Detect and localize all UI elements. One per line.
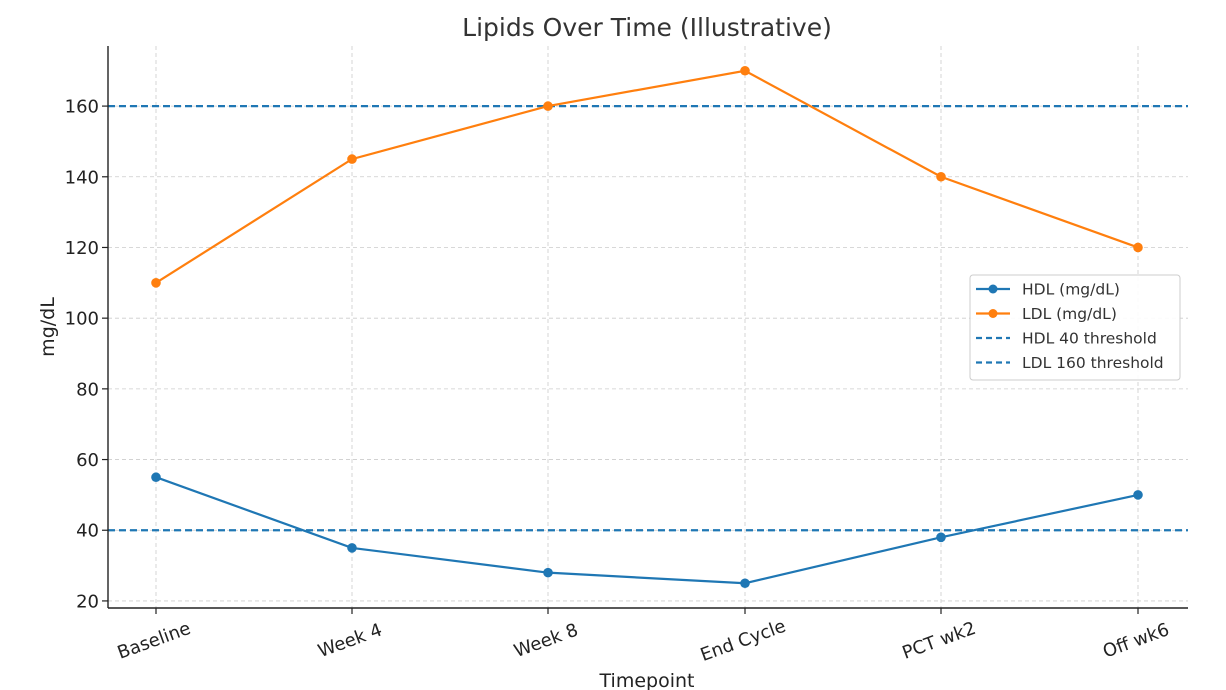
x-tick-label: Baseline [115, 618, 194, 664]
data-point [1133, 490, 1143, 500]
data-point [151, 278, 161, 288]
y-tick-label: 100 [65, 309, 99, 330]
x-tick-label: Off wk6 [1100, 619, 1172, 662]
data-point [936, 532, 946, 543]
x-axis-label: Timepoint [599, 670, 695, 690]
series-layer [151, 65, 1143, 589]
x-tick-label: PCT wk2 [899, 618, 978, 664]
y-tick-label: 120 [65, 238, 99, 259]
y-tick-label: 40 [76, 521, 99, 542]
legend-marker [988, 284, 998, 294]
data-point [740, 65, 750, 76]
y-tick-label: 140 [65, 167, 99, 188]
legend-label: HDL 40 threshold [1022, 330, 1157, 348]
threshold-layer [108, 104, 1188, 532]
data-point [740, 578, 750, 589]
y-tick-label: 60 [76, 450, 99, 471]
x-tick-label: Week 4 [315, 620, 385, 662]
legend-label: HDL (mg/dL) [1022, 281, 1120, 299]
data-point [543, 567, 553, 578]
legend: HDL (mg/dL) LDL (mg/dL) HDL 40 threshold LD… [969, 274, 1181, 381]
x-tick-label: Week 8 [511, 620, 581, 662]
y-tick-label: 80 [76, 379, 99, 400]
x-tick-label: End Cycle [698, 616, 789, 666]
data-point [543, 101, 553, 111]
legend-marker [988, 309, 998, 318]
data-point [347, 154, 357, 164]
legend-box [969, 274, 1181, 381]
legend-label: LDL (mg/dL) [1022, 305, 1117, 323]
chart-title: Lipids Over Time (Illustrative) [462, 13, 832, 42]
data-point [936, 171, 946, 182]
y-tick-label: 20 [76, 591, 99, 612]
data-point [1133, 242, 1143, 253]
series-line [155, 69, 1139, 284]
series-line [155, 476, 1139, 585]
legend-label: LDL 160 threshold [1022, 354, 1164, 372]
y-tick-label: 160 [65, 97, 99, 118]
data-point [151, 472, 161, 483]
y-axis-label: mg/dL [37, 297, 59, 357]
data-point [347, 543, 357, 553]
